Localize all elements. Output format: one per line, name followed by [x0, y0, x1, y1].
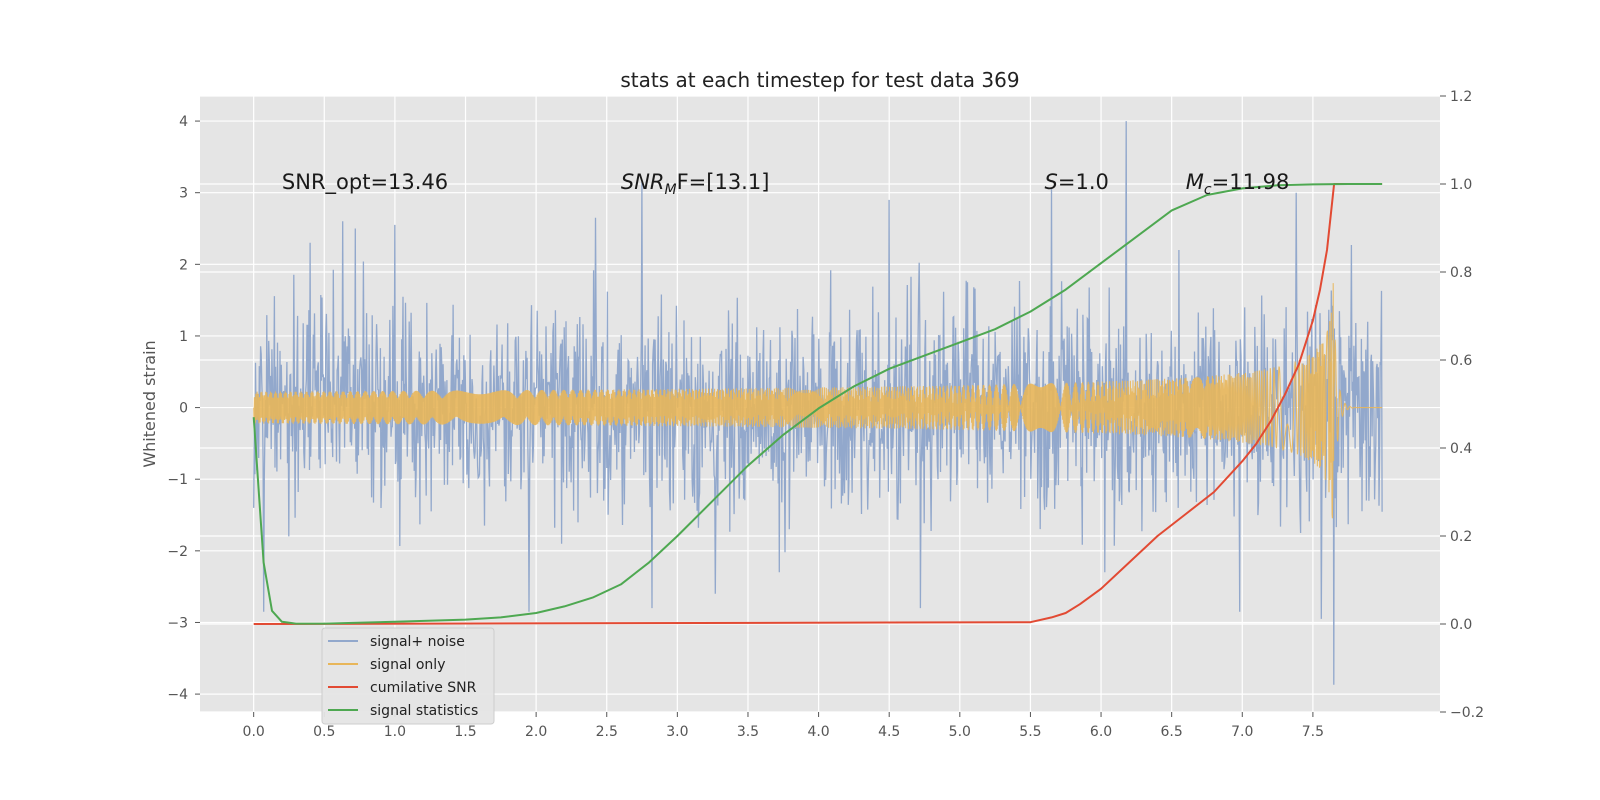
x-tick-label: 3.0 [666, 724, 688, 740]
annotation-subscript: M [665, 182, 677, 198]
annotation-value: =1.0 [1058, 170, 1109, 194]
y-tick-label: 1 [179, 329, 188, 345]
legend-label: signal statistics [370, 703, 478, 719]
x-tick-label: 4.5 [878, 724, 900, 740]
legend-box [321, 627, 495, 725]
x-tick-label: 3.5 [737, 724, 759, 740]
y-tick-label: −2 [167, 544, 188, 560]
legend-label: cumilative SNR [370, 680, 477, 696]
legend-label: signal only [370, 657, 445, 673]
x-tick-label: 7.5 [1302, 724, 1324, 740]
x-tick-label: 4.0 [807, 724, 829, 740]
signal-statistics-line [252, 183, 1383, 625]
annotation-text: Mc=11.98 [1186, 170, 1290, 198]
y2-tick-label: 0.4 [1450, 441, 1472, 457]
legend-label: signal+ noise [370, 634, 465, 650]
y-tick-label: 4 [179, 114, 188, 130]
x-tick-label: 5.5 [1019, 724, 1041, 740]
y2-tick-label: −0.2 [1450, 705, 1484, 721]
x-tick-label: 0.5 [313, 724, 335, 740]
annotation-value: =11.98 [1212, 170, 1290, 194]
series-group [252, 121, 1383, 685]
y-tick-label: 0 [179, 401, 188, 417]
y2-tick-label: 1.0 [1450, 177, 1472, 193]
annotation-symbol: SNR [621, 170, 665, 194]
x-tick-label: 2.0 [525, 724, 547, 740]
x-tick-label: 6.5 [1161, 724, 1183, 740]
x-tick-label: 6.0 [1090, 724, 1112, 740]
series-signal-noise [253, 121, 1383, 685]
signal-only-line [253, 283, 1383, 519]
axes: 0.0 0.5 1.0 1.5 2.0 2.5 3.0 3.5 4.0 4.5 5.0 5.5 6.0 6… [167, 89, 1484, 740]
signal-noise-line [253, 121, 1383, 685]
y-tick-label: −3 [167, 615, 188, 631]
x-tick-label: 0.0 [243, 724, 265, 740]
annotation-value: F=[13.1] [677, 170, 770, 194]
legend: signal+ noise signal only cumilative SNR si… [321, 627, 495, 725]
x-tick-label: 5.0 [949, 724, 971, 740]
x-tick-label: 1.0 [384, 724, 406, 740]
annotation-text: S=1.0 [1045, 170, 1109, 194]
y-tick-label: −4 [167, 687, 188, 703]
y-axis-label: Whitened strain [140, 340, 159, 467]
y2-tick-label: 0.2 [1450, 529, 1472, 545]
x-tick-label: 7.0 [1231, 724, 1253, 740]
annotation-subscript: c [1204, 182, 1212, 198]
series-cumilative-snr [253, 183, 1383, 625]
annotation-symbol: M [1186, 170, 1204, 194]
y-tick-label: 2 [179, 257, 188, 273]
y2-tick-label: 0.8 [1450, 265, 1472, 281]
x-tick-label: 2.5 [596, 724, 618, 740]
annotation-text: SNRMF=[13.1] [621, 170, 770, 198]
cumilative-snr-line [253, 183, 1383, 625]
y2-tick-label: 0.0 [1450, 617, 1472, 633]
series-signal-statistics [252, 183, 1383, 625]
y-tick-label: 3 [179, 186, 188, 202]
series-signal-only [253, 283, 1383, 519]
annotation-text: SNR_opt=13.46 [282, 170, 448, 195]
y2-tick-label: 0.6 [1450, 353, 1472, 369]
annotations: SNR_opt=13.46 SNRMF=[13.1] S=1.0 Mc=11.98 [282, 170, 1289, 198]
chart-title: stats at each timestep for test data 369 [620, 68, 1019, 92]
annotation-symbol: S [1045, 170, 1058, 194]
y-tick-label: −1 [167, 472, 188, 488]
x-tick-label: 1.5 [454, 724, 476, 740]
y2-tick-label: 1.2 [1450, 89, 1472, 105]
